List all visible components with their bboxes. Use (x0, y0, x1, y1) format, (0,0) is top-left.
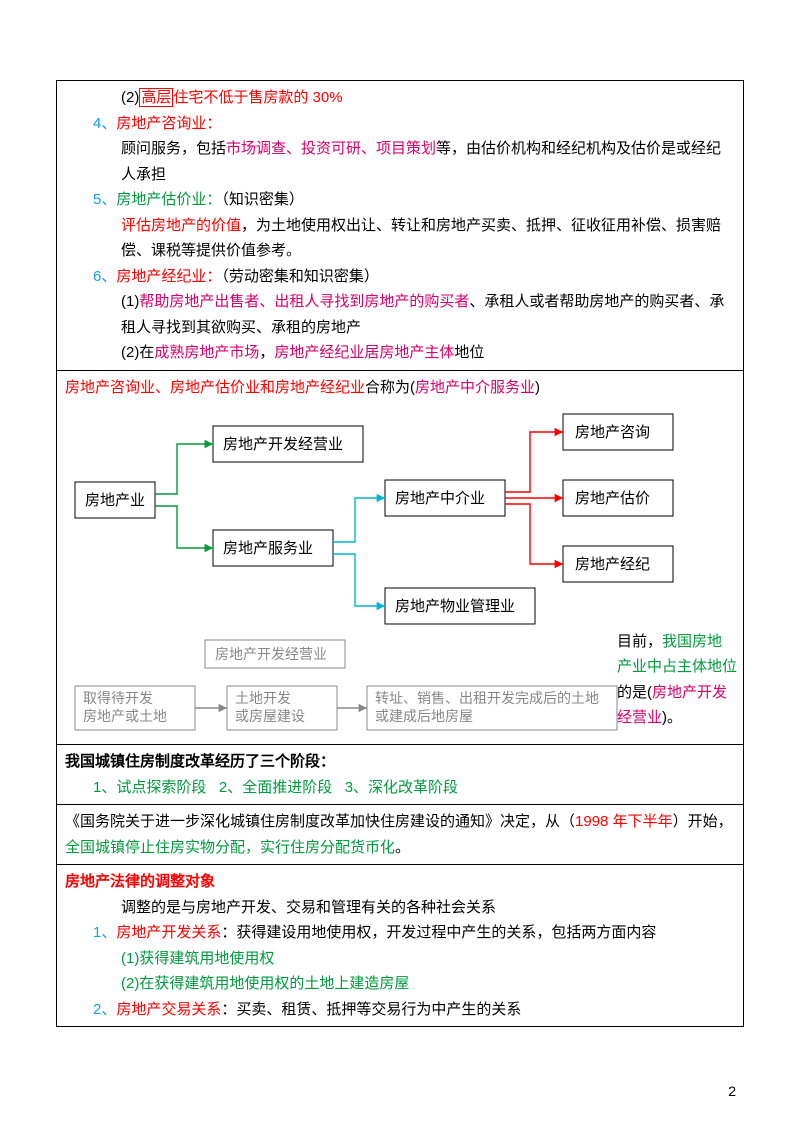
item-4-body: 顾问服务，包括市场调查、投资可研、项目策划等，由估价机构和经纪机构及估价是或经纪… (65, 136, 735, 187)
item-5-body: 评估房地产的价值，为土地使用权出让、转让和房地产买卖、抵押、征收征用补偿、损害赔… (65, 213, 735, 264)
stages-title: 我国城镇住房制度改革经历了三个阶段： (65, 749, 735, 775)
side-note: 目前，我国房地产业中占主体地位的是(房地产开发经营业)。 (617, 629, 737, 731)
item-5: 5、房地产估价业：（知识密集） (65, 187, 735, 213)
svg-text:转址、销售、出租开发完成后的土地: 转址、销售、出租开发完成后的土地 (375, 690, 599, 706)
legal-sub: 调整的是与房地产开发、交易和管理有关的各种社会关系 (65, 895, 735, 921)
svg-text:房地产业: 房地产业 (85, 492, 145, 509)
section-three-stages: 我国城镇住房制度改革经历了三个阶段： 1、试点探索阶段 2、全面推进阶段 3、深… (56, 745, 744, 805)
svg-text:或建成后地房屋: 或建成后地房屋 (375, 708, 473, 724)
svg-text:土地开发: 土地开发 (235, 690, 291, 706)
svg-text:房地产服务业: 房地产服务业 (223, 540, 313, 557)
stages-list: 1、试点探索阶段 2、全面推进阶段 3、深化改革阶段 (65, 775, 735, 801)
legal-i1b: (2)在获得建筑用地使用权的土地上建造房屋 (65, 971, 735, 997)
legal-i1a: (1)获得建筑用地使用权 (65, 946, 735, 972)
item-6: 6、房地产经纪业：（劳动密集和知识密集） (65, 264, 735, 290)
legal-i2: 2、房地产交易关系：买卖、租赁、抵押等交易行为中产生的关系 (65, 997, 735, 1023)
legal-i1: 1、房地产开发关系：获得建设用地使用权，开发过程中产生的关系，包括两方面内容 (65, 920, 735, 946)
section-legal-scope: 房地产法律的调整对象 调整的是与房地产开发、交易和管理有关的各种社会关系 1、房… (56, 865, 744, 1027)
svg-text:房地产物业管理业: 房地产物业管理业 (395, 598, 515, 615)
diagram-header: 房地产咨询业、房地产估价业和房地产经纪业合称为(房地产中介服务业) (65, 375, 735, 401)
legal-title: 房地产法律的调整对象 (65, 869, 735, 895)
svg-text:房地产经纪: 房地产经纪 (575, 556, 650, 573)
svg-text:房地产中介业: 房地产中介业 (395, 490, 485, 507)
page-number: 2 (728, 1080, 736, 1104)
content-area: (2)高层住宅不低于售房款的 30% 4、房地产咨询业： 顾问服务，包括市场调查… (56, 80, 744, 1027)
item-6-r1: (1)帮助房地产出售者、出租人寻找到房地产的购买者、承租人或者帮助房地产的购买者… (65, 289, 735, 340)
svg-text:房地产开发经营业: 房地产开发经营业 (223, 436, 343, 453)
item-6-r2: (2)在成熟房地产市场，房地产经纪业居房地产主体地位 (65, 340, 735, 366)
item-4: 4、房地产咨询业： (65, 111, 735, 137)
section-diagram: 房地产咨询业、房地产估价业和房地产经纪业合称为(房地产中介服务业) 房地产业 房… (56, 371, 744, 746)
section-real-estate-industries: (2)高层住宅不低于售房款的 30% 4、房地产咨询业： 顾问服务，包括市场调查… (56, 80, 744, 371)
line-point2: (2)高层住宅不低于售房款的 30% (65, 85, 735, 111)
svg-text:房地产或土地: 房地产或土地 (83, 708, 167, 724)
svg-text:或房屋建设: 或房屋建设 (235, 708, 305, 724)
svg-text:房地产估价: 房地产估价 (575, 490, 650, 507)
svg-text:房地产开发经营业: 房地产开发经营业 (215, 646, 327, 662)
page: (2)高层住宅不低于售房款的 30% 4、房地产咨询业： 顾问服务，包括市场调查… (0, 0, 800, 1132)
svg-text:房地产咨询: 房地产咨询 (575, 424, 650, 441)
svg-text:取得待开发: 取得待开发 (83, 690, 153, 706)
section-state-council: 《国务院关于进一步深化城镇住房制度改革加快住房建设的通知》决定，从（1998 年… (56, 805, 744, 865)
